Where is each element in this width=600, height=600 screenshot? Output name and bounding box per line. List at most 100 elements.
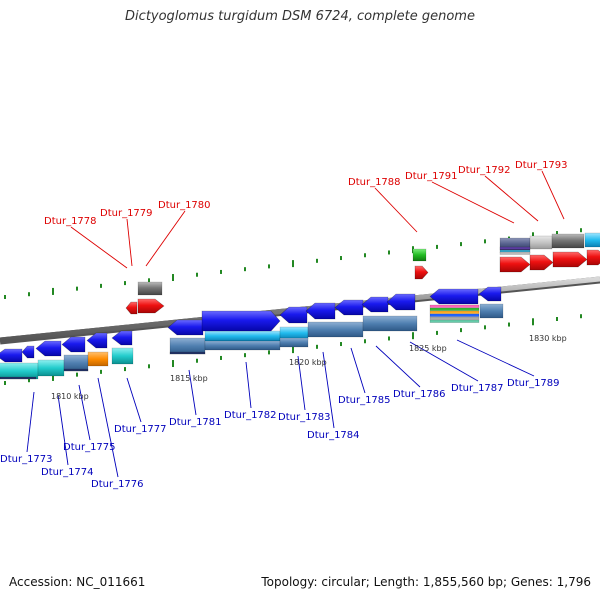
kbp-label: 1815 kbp: [170, 374, 208, 383]
genome-summary: Topology: circular; Length: 1,855,560 bp…: [261, 575, 591, 589]
leader-line-top: [431, 181, 515, 224]
leader-line-bottom: [375, 345, 421, 388]
gene-label-top: Dtur_1780: [158, 200, 211, 211]
feature-box-teal: [37, 359, 65, 377]
gene-arrow-forward: [386, 293, 416, 311]
leader-line-top: [126, 218, 133, 267]
feature-box-gray: [551, 233, 585, 249]
gene-arrow-reverse: [552, 251, 588, 268]
leader-line-bottom: [322, 351, 335, 429]
feature-box-cyan: [584, 232, 600, 248]
gene-label-top: Dtur_1791: [405, 171, 458, 182]
kbp-label: 1810 kbp: [51, 392, 89, 401]
feature-stripe: [429, 310, 480, 314]
leader-line-top: [541, 170, 565, 220]
gene-label-top: Dtur_1788: [348, 177, 401, 188]
leader-line-bottom: [409, 341, 479, 382]
accession-label: Accession: NC_011661: [9, 575, 146, 589]
gene-label-bottom: Dtur_1785: [338, 395, 391, 406]
feature-stripe: [429, 307, 480, 311]
gene-arrow-forward: [361, 296, 389, 313]
feature-box-steel: [279, 337, 309, 348]
feature-rim: [169, 351, 206, 355]
leader-line-top: [374, 187, 418, 233]
gene-arrow-forward: [478, 286, 502, 302]
feature-tracks: [0, 232, 600, 380]
feature-box-green: [412, 248, 427, 262]
feature-box-steel: [307, 321, 364, 338]
gene-arrow-forward: [21, 345, 35, 359]
leader-line-bottom: [188, 369, 197, 416]
gene-arrow-forward: [167, 319, 204, 336]
gene-label-bottom: Dtur_1777: [114, 424, 167, 435]
leader-lines: [26, 170, 565, 478]
feature-stripe: [499, 246, 531, 250]
kbp-label: 1830 kbp: [529, 334, 567, 343]
leader-line-bottom: [456, 339, 535, 377]
leader-line-bottom: [78, 384, 91, 441]
gene-label-bottom: Dtur_1786: [393, 389, 446, 400]
gene-label-bottom: Dtur_1782: [224, 410, 277, 421]
feature-stripe: [429, 316, 480, 320]
kbp-label: 1820 kbp: [289, 358, 327, 367]
leader-line-bottom: [297, 355, 306, 411]
gene-arrow-forward: [279, 306, 308, 324]
leader-line-top: [145, 210, 186, 267]
gene-arrow-forward: [334, 299, 364, 316]
gene-label-bottom: Dtur_1774: [41, 467, 94, 478]
gene-label-bottom: Dtur_1775: [63, 442, 116, 453]
feature-stripe: [429, 313, 480, 317]
gene-arrow-reverse: [499, 256, 531, 273]
gene-arrow-forward: [111, 330, 133, 346]
gene-label-top: Dtur_1779: [100, 208, 153, 219]
feature-rim: [0, 376, 37, 380]
gene-label-bottom: Dtur_1776: [91, 479, 144, 490]
gene-arrow-forward: [429, 288, 479, 305]
feature-box-cyan: [279, 326, 309, 340]
gene-arrow-forward: [35, 340, 62, 357]
gene-label-top: Dtur_1792: [458, 165, 511, 176]
gene-arrow-forward: [61, 336, 86, 353]
gene-arrow-forward: [201, 310, 281, 332]
feature-box-orange: [87, 351, 109, 367]
leader-line-bottom: [126, 377, 142, 423]
feature-stripe: [499, 251, 531, 255]
feature-box-steel: [169, 337, 206, 355]
leader-line-bottom: [245, 361, 252, 409]
gene-arrow-reverse: [137, 298, 165, 314]
leader-line-bottom: [97, 377, 119, 478]
feature-box-steel: [362, 315, 418, 332]
feature-box-teal: [111, 347, 134, 365]
leader-line-bottom: [350, 347, 366, 394]
gene-label-bottom: Dtur_1787: [451, 383, 504, 394]
gene-arrow-reverse: [125, 301, 138, 315]
gene-label-bottom: Dtur_1773: [0, 454, 53, 465]
gene-arrow-forward: [305, 302, 336, 320]
gene-arrow-reverse: [529, 254, 554, 271]
feature-stripe: [429, 304, 480, 308]
gene-label-top: Dtur_1778: [44, 216, 97, 227]
feature-stripe: [429, 319, 480, 323]
kbp-labels: 1810 kbp 1815 kbp 1820 kbp 1825 kbp 1830 kbp: [51, 334, 567, 401]
feature-box-cyan: [204, 330, 281, 342]
feature-rim: [63, 368, 89, 372]
feature-box-steel: [479, 303, 504, 319]
gene-arrow-reverse: [414, 265, 429, 280]
gene-arrow-forward: [86, 332, 108, 349]
feature-box-teal: [0, 362, 39, 380]
gene-arrow-forward: [0, 348, 23, 363]
map-title: Dictyoglomus turgidum DSM 6724, complete…: [125, 9, 475, 24]
gene-label-bottom: Dtur_1783: [278, 412, 331, 423]
gene-label-bottom: Dtur_1789: [507, 378, 560, 389]
feature-box-lightgray: [529, 235, 553, 250]
gene-label-top: Dtur_1793: [515, 160, 568, 171]
feature-box-steel: [63, 354, 89, 372]
gene-label-bottom: Dtur_1784: [307, 430, 360, 441]
leader-line-bottom: [57, 394, 69, 466]
leader-line-bottom: [26, 391, 35, 453]
gene-track: [0, 249, 600, 363]
gene-label-bottom: Dtur_1781: [169, 417, 222, 428]
leader-line-top: [70, 226, 128, 269]
